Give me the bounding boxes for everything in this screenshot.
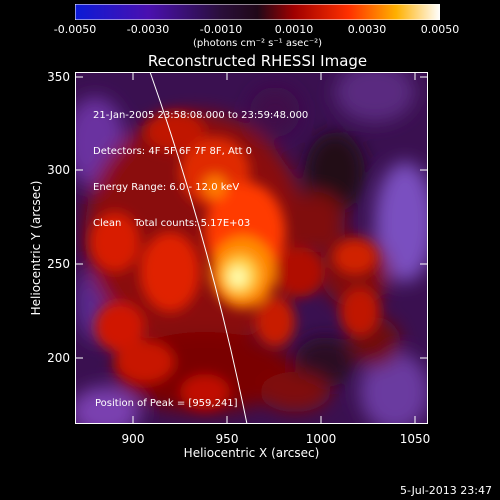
y-tick-label: 300 <box>47 163 70 177</box>
peak-position-label: Position of Peak = [959,241] <box>95 398 238 409</box>
colorbar-units: (photons cm⁻² s⁻¹ asec⁻²) <box>192 38 323 49</box>
x-tick-label: 1050 <box>399 432 431 446</box>
info-detectors: Detectors: 4F 5F 6F 7F 8F, Att 0 <box>93 146 253 157</box>
observation-info: 21-Jan-2005 23:58:08.000 to 23:59:48.000… <box>93 86 308 254</box>
plot-title: Reconstructed RHESSI Image <box>147 52 368 70</box>
solar-limb-line <box>149 72 248 424</box>
colorbar-tick-label: 0.0030 <box>347 23 387 36</box>
colorbar-tick-label: -0.0030 <box>126 23 170 36</box>
info-clean-counts: Clean Total counts: 5.17E+03 <box>93 218 251 229</box>
x-tick-label: 900 <box>121 432 145 446</box>
y-tick-label: 250 <box>47 257 70 271</box>
x-tick-label: 950 <box>215 432 239 446</box>
x-axis-label: Heliocentric X (arcsec) <box>183 446 320 460</box>
y-tick-label: 350 <box>47 70 70 84</box>
rhessi-heatmap <box>75 72 428 424</box>
x-tick-label: 1000 <box>305 432 337 446</box>
colorbar <box>75 4 440 20</box>
y-axis-label: Heliocentric Y (arcsec) <box>29 180 43 316</box>
info-time-range: 21-Jan-2005 23:58:08.000 to 23:59:48.000 <box>93 110 309 121</box>
y-tick-label: 200 <box>47 351 70 365</box>
datestamp: 5-Jul-2013 23:47 <box>399 484 492 497</box>
info-energy-range: Energy Range: 6.0 - 12.0 keV <box>93 182 240 193</box>
colorbar-tick-label: -0.0010 <box>199 23 243 36</box>
rhessi-image-plot: 21-Jan-2005 23:58:08.000 to 23:59:48.000… <box>75 72 428 424</box>
colorbar-tick-label: 0.0050 <box>420 23 460 36</box>
colorbar-tick-label: 0.0010 <box>274 23 314 36</box>
colorbar-tick-label: -0.0050 <box>53 23 97 36</box>
